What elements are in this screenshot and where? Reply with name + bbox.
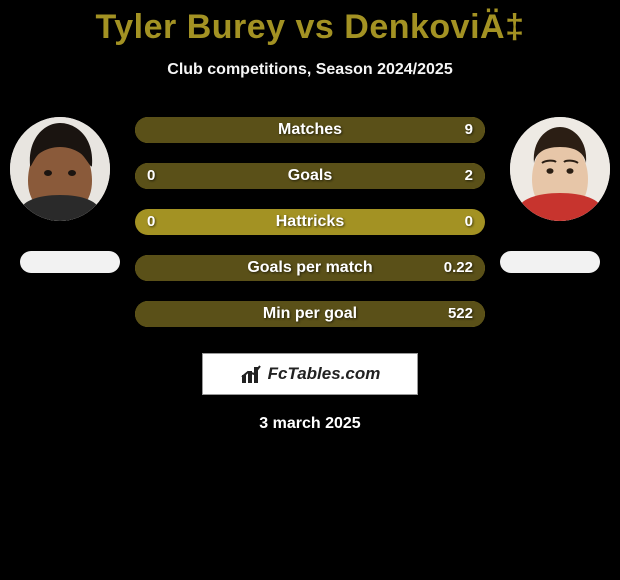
- subtitle: Club competitions, Season 2024/2025: [0, 61, 620, 79]
- stat-label: Hattricks: [135, 209, 485, 235]
- page-title: Tyler Burey vs DenkoviÄ‡: [0, 0, 620, 47]
- stat-label: Matches: [135, 117, 485, 143]
- brand-chart-icon: [240, 363, 264, 385]
- player-right-club-badge: [500, 251, 600, 273]
- stat-label: Goals: [135, 163, 485, 189]
- stat-label: Min per goal: [135, 301, 485, 327]
- stat-label: Goals per match: [135, 255, 485, 281]
- stat-bar: 02Goals: [135, 163, 485, 189]
- stat-bar: 0.22Goals per match: [135, 255, 485, 281]
- date-text: 3 march 2025: [0, 415, 620, 433]
- player-left-avatar: [10, 117, 110, 221]
- brand-box[interactable]: FcTables.com: [202, 353, 418, 395]
- stat-bar: 9Matches: [135, 117, 485, 143]
- stat-bars: 9Matches 02Goals 00Hattricks 0.22Goals per …: [135, 117, 485, 327]
- stat-bar: 522Min per goal: [135, 301, 485, 327]
- brand-text: FcTables.com: [268, 364, 381, 384]
- player-left-club-badge: [20, 251, 120, 273]
- comparison-panel: 9Matches 02Goals 00Hattricks 0.22Goals per …: [0, 117, 620, 327]
- stat-bar: 00Hattricks: [135, 209, 485, 235]
- player-right-avatar: [510, 117, 610, 221]
